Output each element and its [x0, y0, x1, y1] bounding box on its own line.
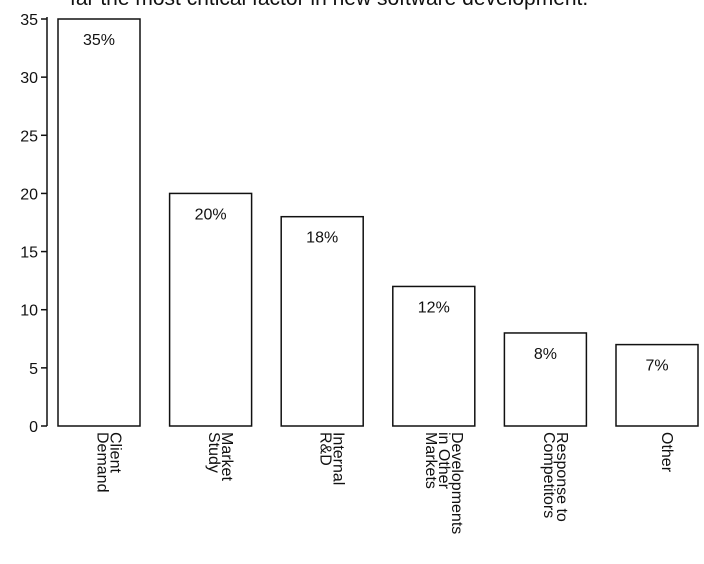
- data-label-1: 20%: [195, 206, 227, 223]
- y-tick-label: 15: [20, 245, 38, 262]
- y-tick-label: 0: [29, 419, 38, 436]
- category-label-1-line-1: Study: [205, 432, 222, 473]
- category-label-3-line-0: Developments: [448, 432, 465, 534]
- data-label-2: 18%: [306, 230, 338, 247]
- category-label-3-line-1: in Other: [435, 432, 452, 490]
- bar-5: [615, 343, 699, 427]
- bar-1: [168, 192, 253, 427]
- data-label-5: 7%: [645, 358, 668, 375]
- bar-3: [392, 285, 476, 427]
- category-label-5-line-0: Other: [658, 432, 675, 473]
- bar-0: [57, 18, 141, 427]
- y-tick-label: 20: [20, 186, 38, 203]
- category-label-0-line-1: Demand: [94, 432, 111, 492]
- bars: [57, 18, 699, 427]
- y-tick-label: 30: [20, 70, 38, 87]
- category-label-1-line-0: Market: [218, 432, 235, 481]
- data-label-4: 8%: [534, 346, 557, 363]
- data-label-0: 35%: [83, 32, 115, 49]
- category-label-2-line-1: R&D: [317, 432, 334, 466]
- category-label-2-line-0: Internal: [330, 432, 347, 485]
- y-tick-label: 5: [29, 361, 38, 378]
- bar-2: [280, 215, 364, 427]
- category-label-3-line-2: Markets: [422, 432, 439, 489]
- y-tick-label: 10: [20, 303, 38, 320]
- category-label-4-line-0: Response to: [553, 432, 570, 522]
- axes: 0 5 10 15 20 25 30 35: [20, 12, 48, 436]
- data-label-3: 12%: [418, 299, 450, 316]
- y-tick-label: 35: [20, 12, 38, 29]
- bar-4: [503, 332, 588, 427]
- category-label-4-line-1: Competitors: [540, 432, 557, 518]
- chart-caption: far the most critical factor in new soft…: [70, 0, 588, 11]
- y-tick-label: 25: [20, 128, 38, 145]
- category-label-0-line-0: Client: [107, 432, 124, 473]
